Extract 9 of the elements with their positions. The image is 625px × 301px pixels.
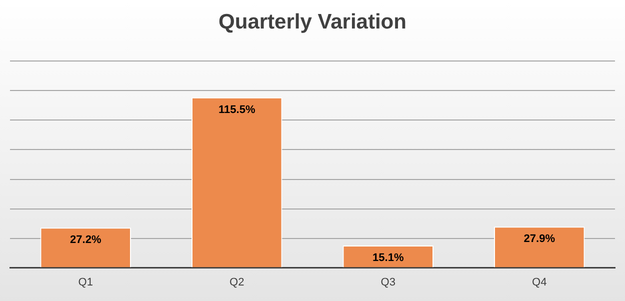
- data-label: 27.2%: [70, 234, 102, 246]
- chart-title: Quarterly Variation: [218, 10, 406, 34]
- x-tick-label: Q1: [78, 276, 93, 288]
- x-tick-label: Q3: [380, 276, 396, 288]
- x-tick-label: Q4: [532, 276, 547, 288]
- x-tick-label: Q2: [230, 276, 244, 288]
- data-label: 15.1%: [372, 252, 404, 264]
- data-label: 115.5%: [218, 104, 256, 116]
- data-label: 27.9%: [524, 233, 556, 246]
